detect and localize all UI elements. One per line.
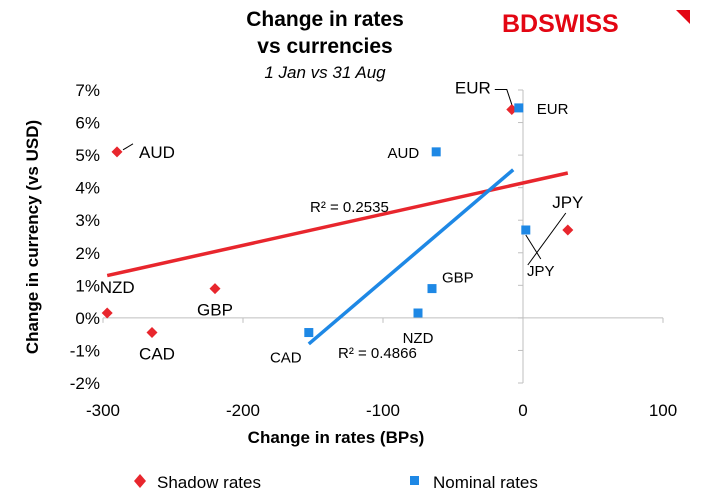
shadow-rate-point-nzd [101, 307, 113, 319]
x-axis-title: Change in rates (BPs) [248, 428, 425, 447]
brand-logo: BDSWISS [502, 10, 690, 38]
nominal-rate-point-gbp [427, 284, 437, 294]
chart-subtitle: 1 Jan vs 31 Aug [264, 63, 386, 82]
legend-marker-shadow-rates [134, 474, 146, 488]
y-tick-label: 3% [75, 211, 100, 230]
legend-label-nominal-rates: Nominal rates [433, 473, 538, 492]
y-tick-label: 6% [75, 114, 100, 133]
nominal-point-label-cad: CAD [270, 350, 302, 367]
x-tick-label: 0 [518, 401, 527, 420]
shadow-point-label-aud: AUD [139, 143, 175, 162]
data-marks [101, 103, 574, 339]
shadow-leader-eur [494, 89, 513, 105]
nominal-point-label-eur: EUR [537, 101, 569, 118]
shadow-leader-aud [122, 143, 134, 151]
nominal-rate-point-aud [431, 147, 441, 157]
y-tick-label: 2% [75, 244, 100, 263]
x-tick-label: 100 [649, 401, 677, 420]
nominal-point-label-nzd: NZD [403, 330, 434, 347]
nominal-point-label-gbp: GBP [442, 270, 474, 287]
legend-marker-nominal-rates [410, 476, 419, 485]
nominal-leader-jpy [525, 234, 542, 260]
y-tick-label: 5% [75, 146, 100, 165]
shadow-rate-point-aud [111, 146, 123, 158]
nominal-rate-point-cad [304, 328, 314, 338]
brand-logo-text: BDSWISS [502, 10, 619, 38]
shadow-point-label-jpy: JPY [552, 193, 583, 212]
shadow-point-label-cad: CAD [139, 345, 175, 364]
chart-title-line-1: Change in rates [246, 8, 404, 31]
x-tick-label: -300 [86, 401, 120, 420]
x-tick-label: -200 [226, 401, 260, 420]
y-tick-label: 7% [75, 81, 100, 100]
shadow-rate-point-cad [146, 327, 158, 339]
shadow-point-label-nzd: NZD [100, 278, 135, 297]
trendline-shadow-rates [106, 171, 569, 278]
nominal-point-label-jpy: JPY [527, 263, 555, 280]
shadow-rate-point-gbp [209, 283, 221, 295]
chart-title-line-2: vs currencies [257, 35, 392, 58]
y-tick-label: -2% [70, 374, 100, 393]
brand-corner-mark [676, 10, 690, 24]
y-tick-label: -1% [70, 341, 100, 360]
shadow-point-label-eur: EUR [455, 79, 491, 98]
legend: Shadow rates Nominal rates [134, 473, 538, 492]
axes: -300 -200 -100 0 100 -2% -1% 0% 1% 2% 3% 4% 5% 6% 7% [70, 81, 677, 420]
shadow-point-label-gbp: GBP [197, 301, 233, 320]
point-labels: EUR AUD JPY GBP NZD CAD EUR AUD JPY GBP NZD CAD [100, 79, 584, 367]
nominal-rate-point-eur [514, 103, 524, 113]
x-tick-label: -100 [366, 401, 400, 420]
nominal-rate-point-nzd [413, 308, 423, 318]
shadow-leader-jpy [527, 212, 567, 266]
y-axis-title: Change in currency (vs USD) [23, 120, 42, 354]
y-tick-label: 1% [75, 276, 100, 295]
y-tick-label: 0% [75, 309, 100, 328]
r2-label-nominal-rates: R² = 0.4866 [338, 345, 417, 362]
y-tick-label: 4% [75, 179, 100, 198]
r2-labels: R² = 0.2535 R² = 0.4866 [310, 199, 417, 362]
trendlines [106, 168, 569, 346]
nominal-rate-point-jpy [521, 225, 531, 235]
trendline-nominal-rates [307, 168, 515, 346]
r2-label-shadow-rates: R² = 0.2535 [310, 199, 389, 216]
nominal-point-label-aud: AUD [388, 145, 420, 162]
legend-label-shadow-rates: Shadow rates [157, 473, 261, 492]
shadow-rate-point-jpy [562, 224, 574, 236]
